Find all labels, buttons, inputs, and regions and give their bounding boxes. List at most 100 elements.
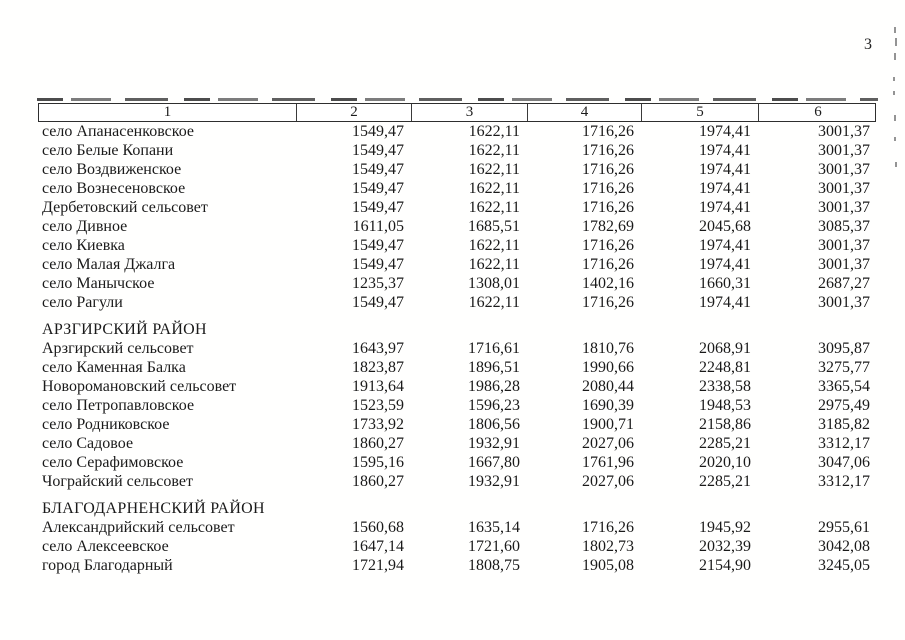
scan-artifact (895, 162, 897, 167)
territory-name: село Белые Копани (42, 142, 174, 159)
value-col-4: 1716,26 (582, 123, 634, 140)
value-col-5: 1974,41 (699, 123, 751, 140)
table-row: село Петропавловское 1523,59 1596,23 169… (38, 396, 876, 415)
value-col-4: 1905,08 (582, 557, 634, 574)
value-col-5: 2032,39 (699, 538, 751, 555)
value-col-4: 1716,26 (582, 519, 634, 536)
value-col-3: 1622,11 (468, 199, 520, 216)
value-col-5: 2285,21 (699, 435, 751, 452)
territory-name: город Благодарный (42, 557, 173, 574)
value-col-3: 1622,11 (468, 180, 520, 197)
territory-name: село Петропавловское (42, 397, 195, 414)
value-col-2: 1560,68 (352, 519, 404, 536)
value-col-4: 1716,26 (582, 294, 634, 311)
value-col-2: 1643,97 (352, 340, 404, 357)
scan-artifact (893, 77, 895, 81)
table-row: село Белые Копани 1549,47 1622,11 1716,2… (38, 141, 876, 160)
value-col-3: 1932,91 (468, 435, 520, 452)
value-col-6: 3001,37 (818, 199, 870, 216)
value-col-2: 1549,47 (352, 237, 404, 254)
value-col-3: 1986,28 (468, 378, 520, 395)
value-col-4: 2080,44 (582, 378, 634, 395)
table-row: Новоромановский сельсовет 1913,64 1986,2… (38, 377, 876, 396)
value-col-5: 1660,31 (699, 275, 751, 292)
territory-name: село Воздвиженское (42, 161, 182, 178)
value-col-5: 1974,41 (699, 142, 751, 159)
table-row: село Киевка 1549,47 1622,11 1716,26 1974… (38, 236, 876, 255)
value-col-6: 2955,61 (818, 519, 870, 536)
scan-artifact (894, 115, 896, 121)
table-row: село Родниковское 1733,92 1806,56 1900,7… (38, 415, 876, 434)
value-col-3: 1622,11 (468, 142, 520, 159)
district-heading: БЛАГОДАРНЕНСКИЙ РАЙОН (42, 500, 265, 517)
section-gap (38, 491, 876, 499)
value-col-2: 1913,64 (352, 378, 404, 395)
territory-name: село Манычское (42, 275, 155, 292)
value-col-4: 2027,06 (582, 473, 634, 490)
table-row: село Садовое 1860,27 1932,91 2027,06 228… (38, 434, 876, 453)
scan-artifact (894, 53, 896, 60)
table-row: Дербетовский сельсовет 1549,47 1622,11 1… (38, 198, 876, 217)
table-row: село Воздвиженское 1549,47 1622,11 1716,… (38, 160, 876, 179)
value-col-6: 3245,05 (818, 557, 870, 574)
territory-name: село Родниковское (42, 416, 170, 433)
table-header-row: 1 2 3 4 5 6 (38, 103, 876, 122)
value-col-2: 1595,16 (352, 454, 404, 471)
value-col-4: 1716,26 (582, 180, 634, 197)
value-col-6: 2975,49 (818, 397, 870, 414)
value-col-3: 1932,91 (468, 473, 520, 490)
value-col-4: 2027,06 (582, 435, 634, 452)
value-col-2: 1549,47 (352, 294, 404, 311)
value-col-6: 3001,37 (818, 142, 870, 159)
value-col-3: 1596,23 (468, 397, 520, 414)
scan-artifact (895, 38, 897, 46)
value-col-2: 1549,47 (352, 142, 404, 159)
table-row: Арзгирский сельсовет 1643,97 1716,61 181… (38, 339, 876, 358)
value-col-4: 1761,96 (582, 454, 634, 471)
territory-name: Александрийский сельсовет (42, 519, 235, 536)
value-col-6: 3365,54 (818, 378, 870, 395)
value-col-6: 3001,37 (818, 123, 870, 140)
value-col-3: 1622,11 (468, 294, 520, 311)
column-header-5: 5 (641, 104, 758, 121)
value-col-6: 2687,27 (818, 275, 870, 292)
value-col-3: 1635,14 (468, 519, 520, 536)
table-row: село Каменная Балка 1823,87 1896,51 1990… (38, 358, 876, 377)
table-row: село Вознесеновское 1549,47 1622,11 1716… (38, 179, 876, 198)
value-col-4: 1716,26 (582, 256, 634, 273)
value-col-4: 1782,69 (582, 218, 634, 235)
district-heading: АРЗГИРСКИЙ РАЙОН (42, 321, 207, 338)
value-col-6: 3275,77 (818, 359, 870, 376)
value-col-4: 1990,66 (582, 359, 634, 376)
value-col-4: 1716,26 (582, 161, 634, 178)
section-heading-row: БЛАГОДАРНЕНСКИЙ РАЙОН (38, 499, 876, 518)
value-col-6: 3095,87 (818, 340, 870, 357)
territory-name: село Вознесеновское (42, 180, 186, 197)
territory-name: село Каменная Балка (42, 359, 186, 376)
value-col-2: 1733,92 (352, 416, 404, 433)
value-col-2: 1235,37 (352, 275, 404, 292)
column-header-4: 4 (527, 104, 641, 121)
table-row: село Серафимовское 1595,16 1667,80 1761,… (38, 453, 876, 472)
value-col-2: 1549,47 (352, 123, 404, 140)
value-col-2: 1549,47 (352, 180, 404, 197)
value-col-4: 1716,26 (582, 199, 634, 216)
column-header-2: 2 (296, 104, 411, 121)
value-col-6: 3085,37 (818, 218, 870, 235)
value-col-5: 1945,92 (699, 519, 751, 536)
value-col-5: 2154,90 (699, 557, 751, 574)
value-col-4: 1690,39 (582, 397, 634, 414)
value-col-2: 1721,94 (352, 557, 404, 574)
value-col-2: 1549,47 (352, 161, 404, 178)
scan-artifact (894, 137, 896, 141)
value-col-5: 2020,10 (699, 454, 751, 471)
column-header-3: 3 (411, 104, 527, 121)
value-col-6: 3042,08 (818, 538, 870, 555)
value-col-3: 1716,61 (468, 340, 520, 357)
territory-name: Чограйский сельсовет (42, 473, 193, 490)
value-col-2: 1549,47 (352, 256, 404, 273)
section-gap (38, 312, 876, 320)
value-col-5: 1974,41 (699, 237, 751, 254)
value-col-3: 1308,01 (468, 275, 520, 292)
